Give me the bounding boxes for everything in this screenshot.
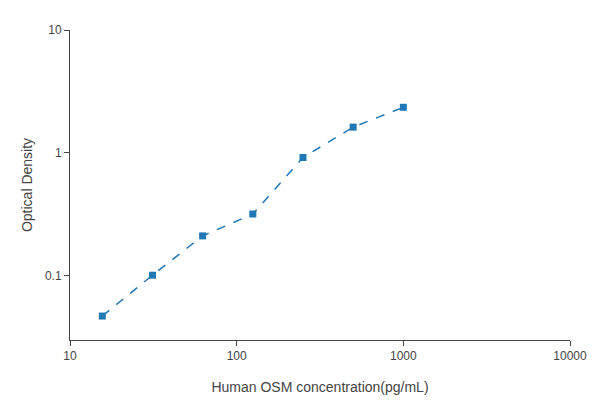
svg-text:1000: 1000: [390, 349, 417, 363]
svg-text:100: 100: [227, 349, 247, 363]
svg-text:10: 10: [48, 23, 62, 37]
svg-text:0.1: 0.1: [45, 269, 62, 283]
svg-text:1: 1: [55, 146, 62, 160]
svg-text:10000: 10000: [553, 349, 587, 363]
svg-text:10: 10: [63, 349, 77, 363]
svg-text:Optical Density: Optical Density: [19, 138, 35, 232]
svg-text:Human OSM concentration(pg/mL): Human OSM concentration(pg/mL): [211, 379, 428, 395]
